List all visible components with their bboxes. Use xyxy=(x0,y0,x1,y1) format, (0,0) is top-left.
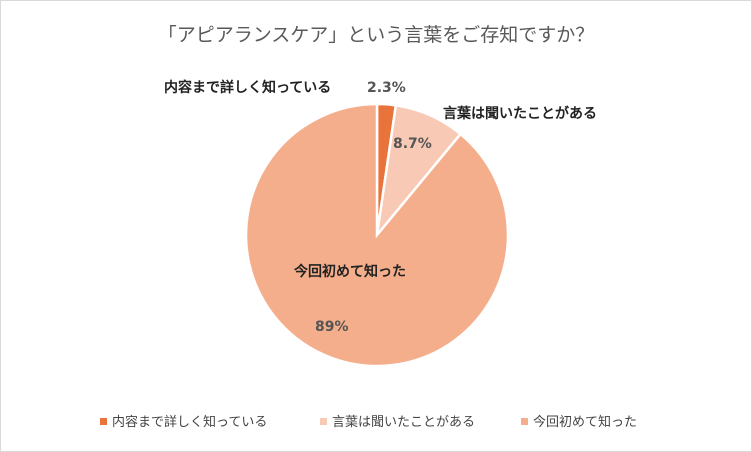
data-label-value-detail-known: 2.3% xyxy=(367,80,406,96)
legend-item-detail-known: 内容まで詳しく知っている xyxy=(100,414,267,430)
legend-label: 今回初めて知った xyxy=(533,414,637,430)
chart-title: 「アピアランスケア」という言葉をご存知ですか？ xyxy=(158,24,595,46)
legend-label: 内容まで詳しく知っている xyxy=(112,414,267,430)
pie-labels: 内容まで詳しく知っている 2.3% 言葉は聞いたことがある 8.7% 今回初めて知った 8… xyxy=(164,79,597,335)
legend-label: 言葉は聞いたことがある xyxy=(332,415,475,430)
legend-swatch xyxy=(521,418,528,425)
data-label-category-heard-of: 言葉は聞いたことがある xyxy=(443,105,597,122)
data-label-category-detail-known: 内容まで詳しく知っている xyxy=(164,79,331,96)
legend-swatch xyxy=(320,418,327,425)
legend-swatch xyxy=(100,418,107,425)
legend: 内容まで詳しく知っている 言葉は聞いたことがある 今回初めて知った xyxy=(100,414,637,430)
legend-item-heard-of: 言葉は聞いたことがある xyxy=(320,415,475,430)
data-label-value-heard-of: 8.7% xyxy=(393,136,432,152)
data-label-value-first-time: 89% xyxy=(315,319,349,335)
legend-item-first-time: 今回初めて知った xyxy=(521,414,637,430)
data-label-category-first-time: 今回初めて知った xyxy=(293,263,406,280)
pie-slice-first-time xyxy=(244,102,510,368)
pie-slices xyxy=(244,102,510,368)
